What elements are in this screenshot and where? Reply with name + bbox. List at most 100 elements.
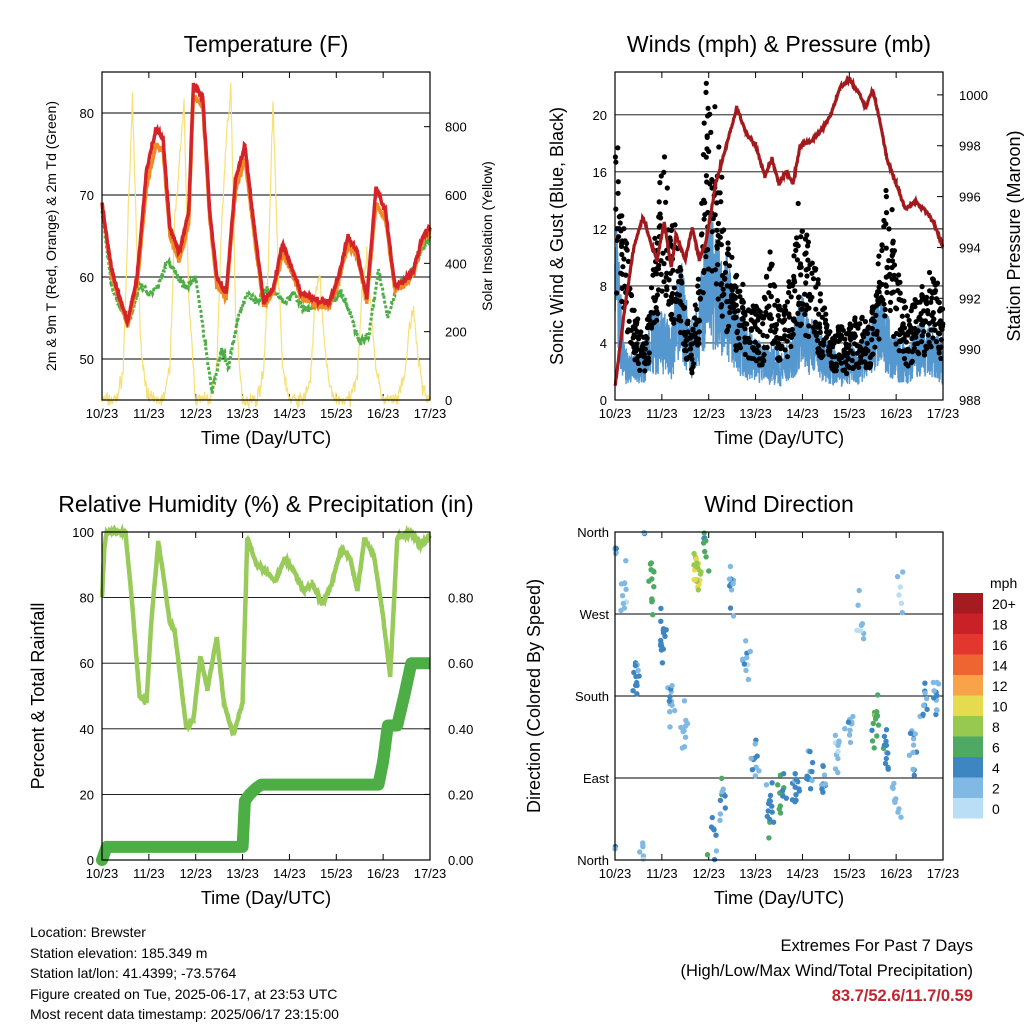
direction-point — [835, 755, 841, 762]
direction-point — [763, 782, 770, 788]
direction-point — [780, 793, 786, 799]
gust-point — [753, 358, 760, 364]
legend-label: 10 — [992, 699, 1008, 715]
gust-point — [704, 179, 710, 185]
gust-point — [718, 242, 725, 248]
gust-point — [646, 350, 652, 356]
direction-point — [871, 745, 877, 751]
direction-point — [749, 767, 756, 773]
gust-point — [781, 310, 788, 316]
gust-point — [933, 339, 940, 345]
gust-point — [719, 293, 725, 299]
gust-point — [781, 336, 787, 342]
y-right-tick-label: 0.20 — [448, 787, 473, 802]
direction-point — [651, 584, 657, 590]
gust-point — [697, 296, 703, 302]
direction-point — [667, 709, 673, 715]
gust-point — [628, 291, 634, 298]
gust-point — [788, 294, 794, 300]
gust-point — [614, 226, 620, 232]
gust-point — [733, 302, 739, 308]
direction-point — [882, 760, 889, 767]
gust-point — [748, 317, 754, 323]
gust-point — [833, 368, 839, 374]
y-tick-label: 8 — [600, 279, 607, 294]
direction-point — [693, 556, 700, 562]
y-right-tick-label: 990 — [959, 342, 981, 357]
gust-point — [742, 312, 748, 318]
y-right-tick-label: 800 — [445, 120, 467, 135]
gust-point — [821, 305, 828, 311]
gust-point — [655, 311, 661, 317]
gust-point — [684, 356, 690, 362]
direction-point — [658, 643, 665, 649]
gust-point — [678, 273, 684, 279]
gust-point — [926, 339, 932, 345]
gust-point — [724, 327, 730, 333]
direction-point — [694, 560, 700, 566]
legend-swatch — [953, 613, 983, 634]
direction-point — [892, 798, 898, 805]
gust-point — [701, 269, 707, 276]
gust-point — [900, 321, 906, 327]
chart-title: Winds (mph) & Pressure (mb) — [627, 31, 931, 57]
direction-point — [780, 771, 787, 777]
legend-swatch — [953, 695, 983, 716]
gust-point — [895, 280, 901, 286]
gust-point — [657, 211, 663, 217]
direction-point — [717, 797, 724, 803]
gust-point — [917, 316, 923, 322]
y-right-tick-label: 988 — [959, 393, 981, 408]
gust-point — [795, 200, 801, 207]
direction-point — [907, 730, 914, 736]
direction-point — [766, 797, 773, 804]
gust-point — [729, 254, 735, 260]
direction-point — [727, 605, 734, 611]
gust-point — [778, 307, 784, 313]
gust-point — [810, 276, 817, 282]
y-right-tick-label: 0.60 — [448, 656, 473, 671]
gust-point — [864, 330, 871, 336]
gust-point — [796, 302, 802, 308]
direction-points — [612, 529, 942, 863]
direction-point — [807, 786, 814, 792]
x-tick-label: 13/23 — [226, 866, 259, 881]
gust-point — [705, 105, 711, 111]
gust-point — [742, 339, 748, 345]
gust-point — [815, 281, 821, 287]
direction-point — [701, 530, 707, 536]
gust-point — [768, 261, 775, 267]
gust-point — [889, 276, 895, 282]
direction-point — [777, 803, 783, 809]
gust-point — [772, 302, 778, 308]
gust-point — [922, 319, 928, 325]
direction-point — [622, 580, 628, 586]
x-tick-label: 12/23 — [179, 866, 212, 881]
gust-point — [661, 154, 668, 160]
x-tick-label: 14/23 — [786, 866, 819, 881]
gust-point — [908, 308, 914, 314]
direction-point — [754, 753, 760, 759]
gust-point — [760, 315, 766, 321]
extremes-subtitle: (High/Low/Max Wind/Total Precipitation) — [680, 962, 973, 980]
gust-point — [854, 350, 861, 356]
solar-insolation-line — [101, 82, 431, 410]
direction-point — [910, 736, 917, 742]
gust-point — [926, 269, 933, 276]
gust-point — [722, 260, 729, 266]
direction-point — [669, 682, 675, 689]
legend-label: 16 — [992, 637, 1008, 653]
y-tick-label: 12 — [593, 222, 607, 237]
gust-point — [678, 278, 684, 284]
gust-point — [623, 245, 629, 251]
gust-point — [891, 262, 898, 268]
gust-point — [886, 258, 892, 264]
gust-point — [742, 351, 748, 357]
direction-point — [619, 593, 626, 599]
gust-point — [930, 318, 936, 324]
speed-legend: mph 20+ 18 16 14 12 10 8 6 4 2 0 — [953, 575, 1017, 819]
gust-point — [883, 221, 889, 227]
direction-label: East — [583, 771, 609, 786]
y-axis-title: Percent & Total Rainfall — [28, 603, 48, 790]
